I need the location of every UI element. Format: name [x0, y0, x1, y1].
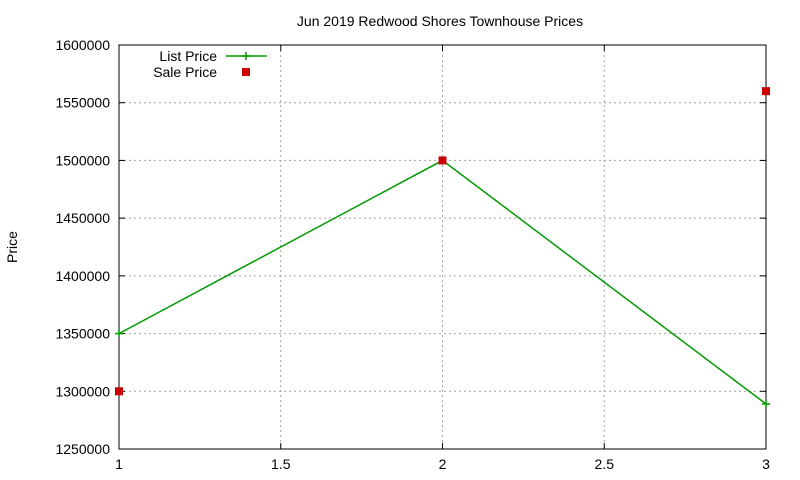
legend-label-sale-price: Sale Price: [153, 64, 217, 80]
legend-swatch-sale-price: [242, 68, 250, 76]
y-tick-label: 1450000: [55, 210, 110, 226]
x-tick-label: 2.5: [595, 456, 615, 472]
x-tick-label: 1.5: [271, 456, 291, 472]
y-tick-label: 1400000: [55, 268, 110, 284]
y-axis-label: Price: [4, 231, 20, 263]
y-tick-label: 1350000: [55, 326, 110, 342]
y-tick-label: 1250000: [55, 441, 110, 457]
x-tick-label: 2: [439, 456, 447, 472]
axis-ticks: 1 1.5 2 2.5 3 1250000 1300000 1350000 1400000 145…: [55, 37, 770, 472]
sale-price-point: [762, 87, 770, 96]
y-tick-label: 1550000: [55, 95, 110, 111]
legend-label-list-price: List Price: [159, 48, 217, 64]
list-price-point: [762, 399, 770, 408]
x-tick-label: 1: [115, 456, 123, 472]
list-price-point: [115, 329, 123, 338]
series-layer: [115, 87, 770, 408]
y-tick-label: 1300000: [55, 383, 110, 399]
legend-marker-list-price: [242, 52, 250, 60]
chart-title: Jun 2019 Redwood Shores Townhouse Prices: [297, 13, 583, 29]
sale-price-point: [115, 387, 123, 396]
y-tick-label: 1500000: [55, 152, 110, 168]
x-tick-label: 3: [762, 456, 770, 472]
y-tick-label: 1600000: [55, 37, 110, 53]
sale-price-point: [438, 156, 447, 165]
grid: [119, 45, 766, 449]
